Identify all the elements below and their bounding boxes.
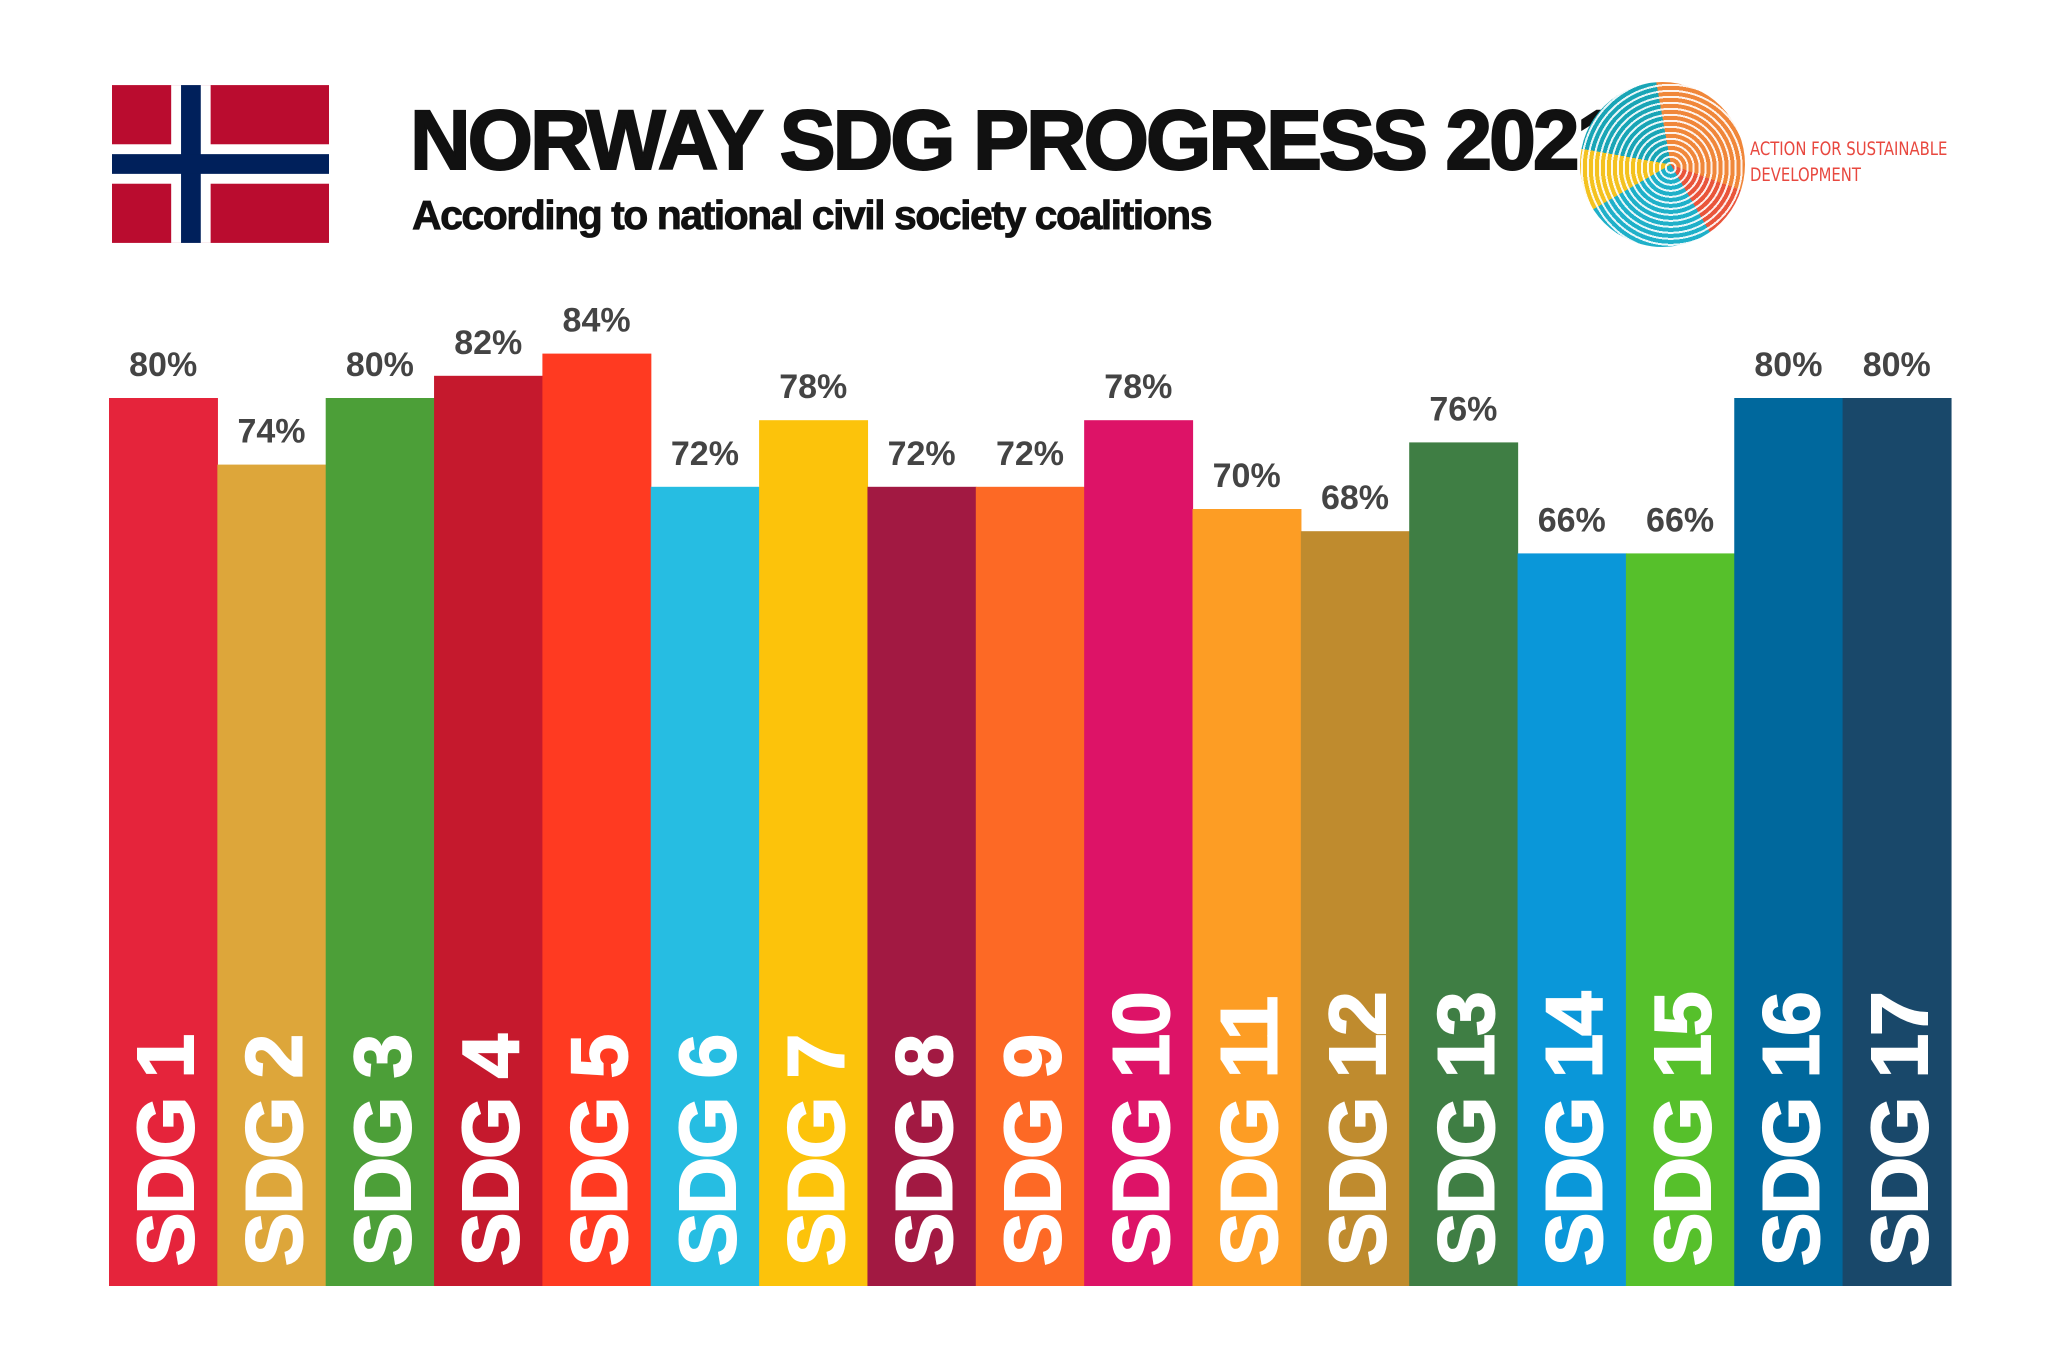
bar-14 xyxy=(1517,553,1627,1286)
norway-flag xyxy=(112,85,329,243)
data-label: 74% xyxy=(237,413,305,451)
data-label: 72% xyxy=(996,435,1064,473)
data-label: 84% xyxy=(563,302,631,340)
bar-2 xyxy=(217,464,327,1287)
bar-5 xyxy=(542,353,652,1287)
data-label: 78% xyxy=(1104,368,1172,406)
data-label: 76% xyxy=(1429,390,1497,428)
data-label: 72% xyxy=(888,435,956,473)
data-label: 80% xyxy=(1754,346,1822,384)
category-label: SDG 2 xyxy=(230,1036,319,1266)
category-label: SDG 3 xyxy=(338,1036,427,1266)
bar-10 xyxy=(1084,420,1194,1286)
data-label: 66% xyxy=(1538,501,1606,539)
data-label: 70% xyxy=(1213,457,1281,495)
data-label: 78% xyxy=(779,368,847,406)
category-label: SDG 15 xyxy=(1638,993,1727,1266)
chart-subtitle: According to national civil society coal… xyxy=(412,192,1213,239)
bar-6 xyxy=(650,486,760,1286)
category-label: SDG 11 xyxy=(1205,997,1294,1266)
bar-11 xyxy=(1192,509,1302,1286)
data-label: 80% xyxy=(346,346,414,384)
data-label: 66% xyxy=(1646,501,1714,539)
category-label: SDG 12 xyxy=(1313,993,1402,1266)
bar-12 xyxy=(1300,531,1410,1286)
category-label: SDG 7 xyxy=(771,1036,860,1266)
data-label: 72% xyxy=(671,435,739,473)
data-label: 82% xyxy=(454,324,522,362)
category-label: SDG 1 xyxy=(121,1035,210,1266)
bar-8 xyxy=(867,486,977,1286)
category-label: SDG 17 xyxy=(1855,993,1944,1266)
bar-13 xyxy=(1409,442,1519,1286)
data-label: 68% xyxy=(1321,479,1389,517)
category-label: SDG 9 xyxy=(988,1036,1077,1266)
bar-17 xyxy=(1842,398,1952,1286)
bar-15 xyxy=(1625,553,1735,1286)
bar-9 xyxy=(975,486,1085,1286)
category-label: SDG 16 xyxy=(1746,993,1835,1266)
bar-16 xyxy=(1734,398,1844,1286)
fingerprint-globe-logo xyxy=(1580,82,1745,247)
bar-7 xyxy=(759,420,869,1286)
category-label: SDG 10 xyxy=(1096,993,1185,1266)
logo-text-line2: DEVELOPMENT xyxy=(1750,164,1861,186)
category-label: SDG 4 xyxy=(446,1033,535,1266)
category-label: SDG 13 xyxy=(1421,993,1510,1266)
data-label: 80% xyxy=(129,346,197,384)
logo-text: ACTION FOR SUSTAINABLE DEVELOPMENT xyxy=(1750,136,1947,188)
chart-title: NORWAY SDG PROGRESS 2021 xyxy=(409,92,1624,188)
category-label: SDG 14 xyxy=(1530,991,1619,1266)
bar-1 xyxy=(109,398,218,1286)
bar-4 xyxy=(434,375,543,1286)
category-label: SDG 8 xyxy=(880,1035,969,1266)
data-label: 80% xyxy=(1863,346,1931,384)
category-label: SDG 6 xyxy=(663,1036,752,1266)
bar-3 xyxy=(325,398,435,1286)
logo-text-line1: ACTION FOR SUSTAINABLE xyxy=(1750,138,1948,160)
category-label: SDG 5 xyxy=(555,1035,644,1266)
